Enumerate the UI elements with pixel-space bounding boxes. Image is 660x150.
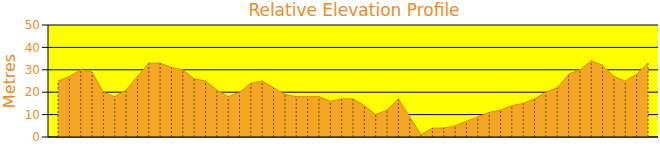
svg-text:30: 30	[25, 63, 40, 77]
html-text:Relative Elevation Profile: Relative Elevation Profile	[248, 0, 460, 20]
svg-text:20: 20	[25, 85, 40, 99]
svg-text:50: 50	[25, 18, 40, 32]
svg-text:10: 10	[25, 108, 40, 122]
svg-text:40: 40	[25, 41, 40, 55]
svg-text:0: 0	[32, 130, 40, 144]
html-text:Metres: Metres	[0, 53, 19, 109]
